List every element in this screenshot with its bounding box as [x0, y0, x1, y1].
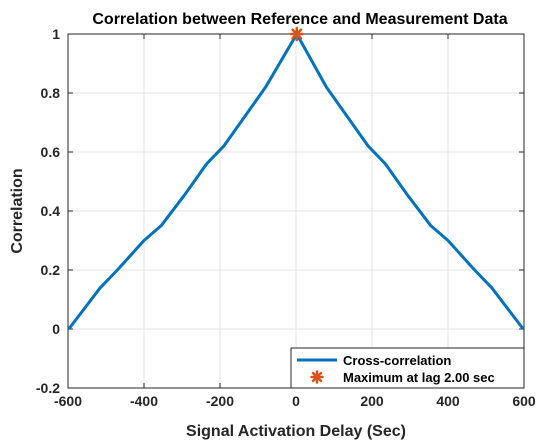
- x-tick-label: 200: [360, 393, 384, 409]
- y-tick-label: 0: [52, 321, 60, 337]
- ticks: -600 -400 -200 0 200 400 600 -0.2 0 0.2 0.4 0.6 0.8 1: [36, 26, 536, 409]
- y-tick-label: 0.2: [41, 262, 61, 278]
- x-tick-label: -600: [54, 393, 82, 409]
- x-tick-label: 400: [436, 393, 460, 409]
- maximum-marker: [289, 26, 305, 42]
- series-layer: [67, 26, 525, 330]
- y-axis-title: Correlation: [9, 168, 26, 253]
- y-tick-label: 0.4: [41, 203, 61, 219]
- y-tick-label: 1: [52, 26, 60, 42]
- x-tick-label: -200: [206, 393, 234, 409]
- legend-asterisk-icon: [310, 370, 324, 384]
- legend-label-cross-correlation: Cross-correlation: [343, 353, 451, 368]
- y-tick-label: -0.2: [36, 380, 60, 396]
- x-axis-title: Signal Activation Delay (Sec): [186, 423, 406, 440]
- x-tick-label: 600: [512, 393, 536, 409]
- legend: Cross-correlation Maximum at lag 2.00 se…: [290, 347, 525, 389]
- legend-asterisk-glyph: [310, 370, 324, 384]
- x-tick-label: 0: [292, 393, 300, 409]
- chart-title: Correlation between Reference and Measur…: [92, 11, 507, 28]
- legend-label-maximum: Maximum at lag 2.00 sec: [343, 370, 495, 385]
- y-tick-label: 0.8: [41, 85, 61, 101]
- y-tick-label: 0.6: [41, 144, 61, 160]
- legend-box: [290, 347, 525, 389]
- x-tick-label: -400: [130, 393, 158, 409]
